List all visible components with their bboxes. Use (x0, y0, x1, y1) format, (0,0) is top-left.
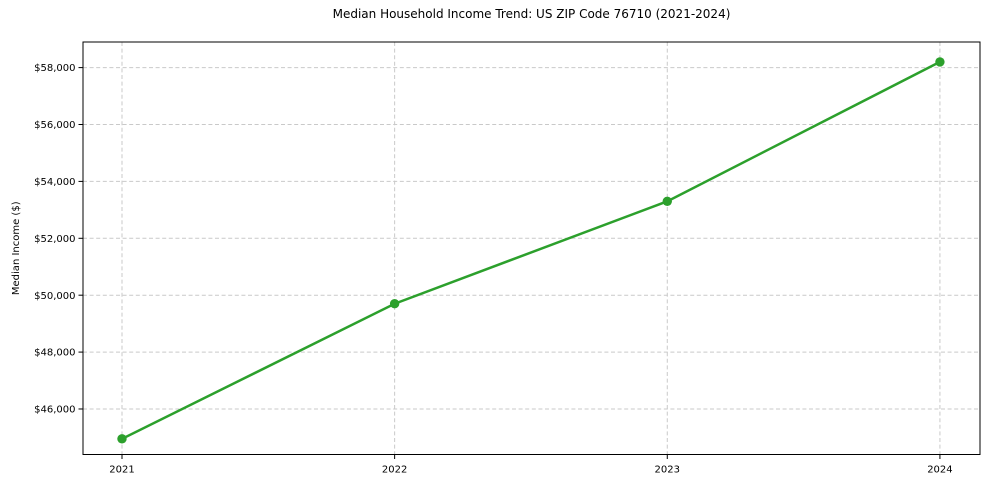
plot-border (82, 41, 981, 455)
tick-layer (78, 67, 941, 459)
data-point-marker (117, 434, 127, 444)
y-tick-label: $52,000 (34, 234, 75, 245)
x-tick-label: 2021 (109, 465, 134, 476)
y-axis-label: Median Income ($) (11, 201, 22, 295)
y-tick-label: $50,000 (34, 291, 75, 302)
tick-label-layer: $46,000 $48,000 $50,000 $52,000 $54,000 $56,0… (34, 63, 953, 475)
y-tick-label: $54,000 (34, 177, 75, 188)
y-tick-label: $56,000 (34, 120, 75, 131)
y-tick-label: $46,000 (34, 405, 75, 416)
y-tick-label: $48,000 (34, 348, 75, 359)
data-point-marker (935, 57, 945, 67)
y-tick-label: $58,000 (34, 63, 75, 74)
grid-layer (83, 42, 980, 455)
trend-line (120, 60, 942, 441)
x-tick-label: 2023 (655, 465, 680, 476)
x-tick-label: 2024 (927, 465, 952, 476)
data-point-marker (389, 299, 400, 309)
x-tick-label: 2022 (382, 465, 407, 476)
chart-title: Median Household Income Trend: US ZIP Co… (333, 7, 731, 21)
data-point-marker (662, 196, 672, 207)
series-layer (117, 57, 945, 444)
